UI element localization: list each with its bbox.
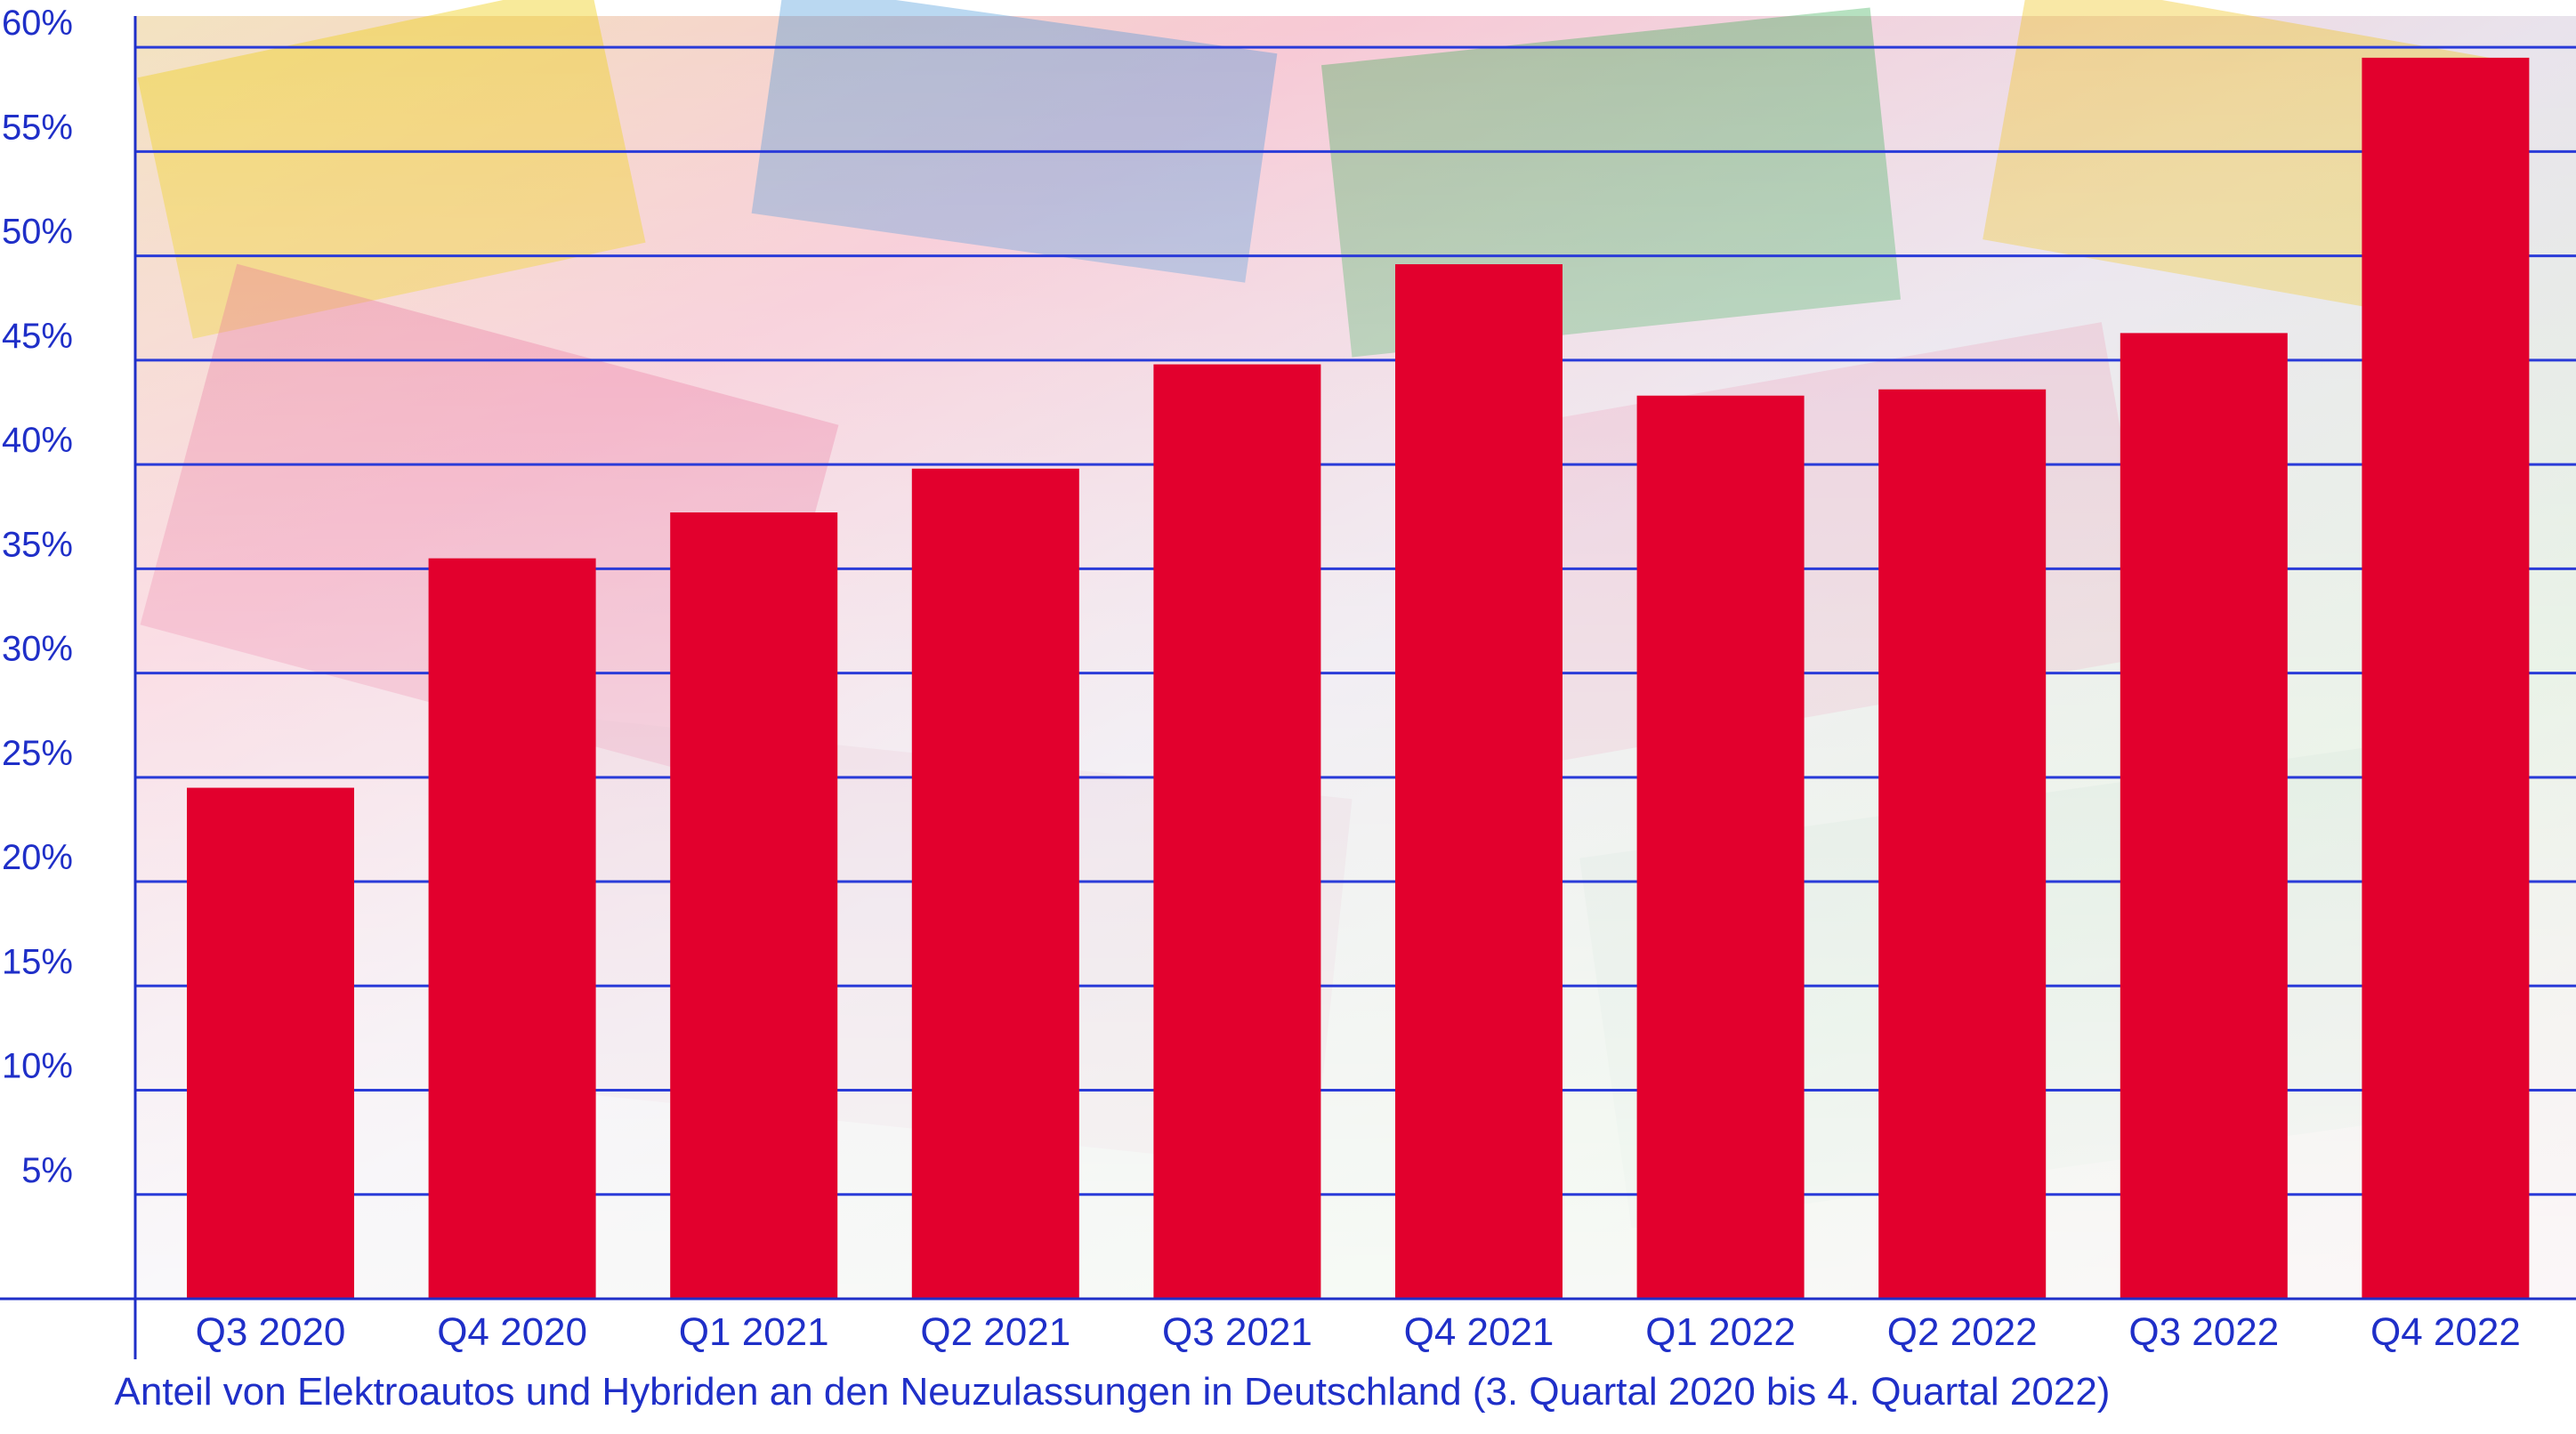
y-tick-labels: 5% 10% 15% 20% 25% 30% 35% 40% 45% 50% 55% 60% [2,4,73,1190]
x-tick-label: Q3 2022 [2128,1310,2279,1354]
bar [2362,57,2530,1300]
bar [670,512,838,1299]
y-tick-label: 40% [2,421,73,460]
y-tick-label: 5% [21,1151,73,1190]
y-tick-label: 60% [2,4,73,43]
x-tick-label: Q2 2021 [920,1310,1070,1354]
y-tick-label: 25% [2,734,73,773]
bar [428,558,596,1299]
y-tick-label: 50% [2,213,73,252]
y-tick-label: 20% [2,838,73,877]
x-tick-label: Q3 2021 [1162,1310,1312,1354]
x-tick-label: Q1 2021 [679,1310,829,1354]
x-tick-label: Q3 2020 [196,1310,346,1354]
chart-caption: Anteil von Elektroautos und Hybriden an … [114,1370,2111,1414]
y-tick-label: 55% [2,108,73,147]
y-tick-label: 45% [2,317,73,356]
y-tick-label: 35% [2,525,73,564]
x-tick-label: Q4 2022 [2370,1310,2521,1354]
x-tick-label: Q4 2020 [437,1310,587,1354]
y-tick-label: 30% [2,630,73,669]
bar [1395,264,1563,1300]
x-tick-label: Q4 2021 [1404,1310,1554,1354]
axes [0,16,2576,1359]
bars [187,57,2530,1300]
bar [187,787,354,1299]
bar [2120,333,2288,1300]
bar [1636,395,1805,1299]
y-tick-label: 10% [2,1047,73,1086]
bar [1878,389,2047,1299]
bar [1153,364,1321,1299]
x-tick-labels: Q3 2020 Q4 2020 Q1 2021 Q2 2021 Q3 2021 Q4 20… [196,1310,2521,1354]
x-tick-label: Q2 2022 [1887,1310,2038,1354]
y-tick-label: 15% [2,942,73,981]
bar [911,468,1079,1299]
x-tick-label: Q1 2022 [1645,1310,1796,1354]
